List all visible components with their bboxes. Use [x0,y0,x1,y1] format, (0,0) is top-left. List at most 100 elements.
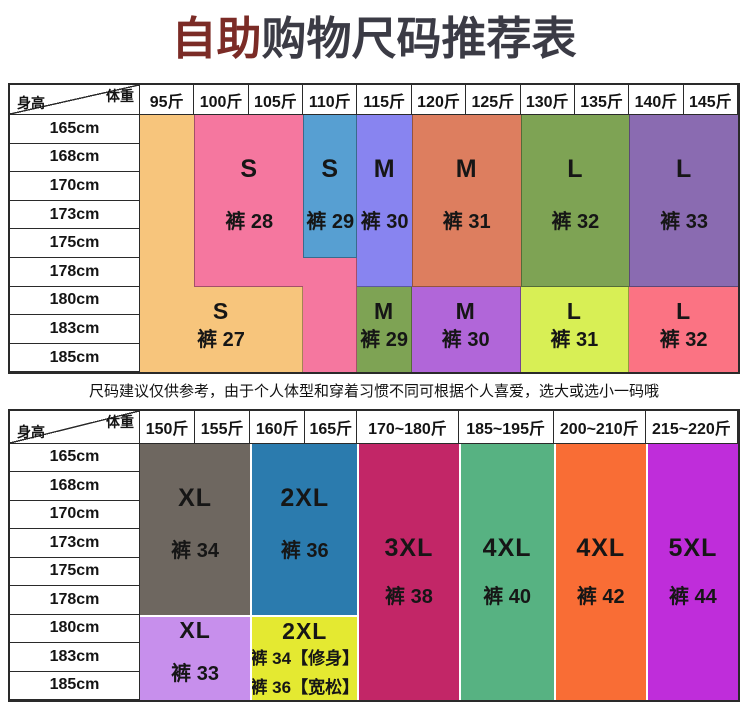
weight-header: 215~220斤 [645,410,738,444]
size-label: 4XL [576,534,626,563]
weight-header: 155斤 [195,410,251,444]
height-label: 173cm [10,200,140,230]
region-xl-pants34: XL 裤 34 [140,443,251,615]
height-label: 173cm [10,529,140,558]
weight-header: 125斤 [466,85,521,116]
pants-label: 裤 30 [441,328,490,351]
weight-header: 135斤 [574,85,630,116]
height-label: 178cm [10,258,140,287]
corner-height-label: 身高 [17,95,45,112]
region-2xl-pants36: 2XL 裤 36 [250,443,358,615]
size-label: XL [178,483,213,512]
height-label: 178cm [10,586,140,615]
size-guide-page: 自助购物尺码推荐表 体重 身高 95斤 100斤 105斤 110斤 115斤 120斤 125… [0,12,748,703]
title-highlight: 自助 [171,13,262,64]
size-label: M [455,297,476,324]
size-note: 尺码建议仅供参考，由于个人体型和穿着习惯不同可根据个人喜爱，选大或选小一码哦 [88,383,659,401]
pants-label: 裤 29 [360,328,409,351]
pants-label: 裤 44 [669,586,717,609]
height-label: 165cm [10,115,140,144]
weight-header: 110斤 [303,85,358,116]
size-label: L [567,155,584,184]
size-table-standard: 体重 身高 95斤 100斤 105斤 110斤 115斤 120斤 125斤 130斤 135斤 1… [8,83,740,375]
weight-header: 95斤 [140,85,195,116]
size-label: 2XL [280,483,330,512]
region-xl-pants33-tall: XL 裤 33 [140,614,251,701]
weight-header: 200~210斤 [553,410,646,444]
pants-label: 裤 36【宽松】 [250,678,358,698]
weight-header: 115斤 [357,85,412,116]
pants-label: 裤 29 [306,211,355,234]
height-label: 180cm [10,286,140,316]
region-m-pants29-tall: M 裤 29 [357,286,412,373]
weight-header: 170~180斤 [357,410,459,444]
pants-label: 裤 27 [197,328,245,351]
region-l-pants32-tall: L 裤 32 [629,286,738,373]
height-label: 168cm [10,143,140,173]
height-label: 175cm [10,229,140,259]
height-label: 165cm [10,443,140,473]
region-m-pants30: M 裤 30 [357,115,412,287]
region-s-pants27-ext [140,115,195,287]
height-label: 185cm [10,343,140,373]
height-label: 170cm [10,172,140,201]
size-label: 4XL [482,534,532,563]
region-4xl-pants40: 4XL 裤 40 [458,443,554,701]
size-label: S [212,297,230,324]
corner-cell: 体重 身高 [10,85,140,116]
pants-label: 裤 33 [660,211,709,234]
pants-label: 裤 30 [360,211,409,234]
region-m-pants31: M 裤 31 [411,115,521,287]
pants-label: 裤 32 [659,328,708,351]
size-label: 5XL [668,534,718,563]
region-l-pants33: L 裤 33 [629,115,738,287]
weight-header: 150斤 [140,410,196,444]
corner-cell: 体重身高 [10,410,140,444]
pants-label: 裤 31 [442,211,491,234]
size-label: 3XL [384,534,434,563]
title-rest: 购物尺码推荐表 [261,13,577,64]
region-l-pants31-tall: L 裤 31 [520,286,630,373]
corner-height-label: 身高 [17,423,45,440]
pants-label: 裤 42 [576,586,625,609]
region-3xl-pants38: 3XL 裤 38 [357,443,459,701]
size-label: L [566,297,582,324]
size-label: M [373,155,396,184]
region-s-pants27-tall: S 裤 27 [140,286,304,373]
height-label: 175cm [10,557,140,587]
height-label: 168cm [10,472,140,501]
pants-label: 裤 36 [280,539,329,562]
weight-header: 105斤 [248,85,304,116]
corner-weight-label: 体重 [106,88,134,105]
pants-label: 裤 31 [550,328,599,351]
region-5xl-pants44: 5XL 裤 44 [645,443,738,701]
height-label: 170cm [10,500,140,530]
page-title: 自助购物尺码推荐表 [8,12,740,65]
weight-header: 130斤 [520,85,575,116]
pants-label: 裤 34 [171,539,219,562]
size-label: M [455,155,478,184]
size-label: L [676,297,692,324]
weight-header: 185~195斤 [458,410,554,444]
size-label: XL [179,616,211,643]
height-label: 180cm [10,614,140,644]
pants-label: 裤 34【修身】 [250,648,358,668]
height-label: 185cm [10,671,140,701]
region-s-pants28: S 裤 28 [194,115,304,287]
pants-label: 裤 38 [385,586,433,609]
size-label: L [675,155,693,184]
size-label: S [321,155,340,184]
weight-header: 140斤 [629,85,684,116]
region-2xl-pants34-36-tall: 2XL 裤 34【修身】裤 36【宽松】 [250,614,358,701]
size-label: S [240,155,259,184]
size-label: 2XL [282,617,328,644]
weight-header: 145斤 [683,85,738,116]
pants-label: 裤 33 [171,662,219,685]
corner-weight-label: 体重 [106,413,134,430]
weight-header: 120斤 [411,85,467,116]
weight-header: 160斤 [250,410,306,444]
size-table-plus: 体重 身高 150斤 155斤 160斤 165斤 170~180斤 185~195斤 200~… [8,408,740,703]
region-s-pants29: S 裤 29 [303,115,358,259]
pants-label: 裤 40 [483,586,532,609]
pants-label: 裤 32 [551,211,600,234]
